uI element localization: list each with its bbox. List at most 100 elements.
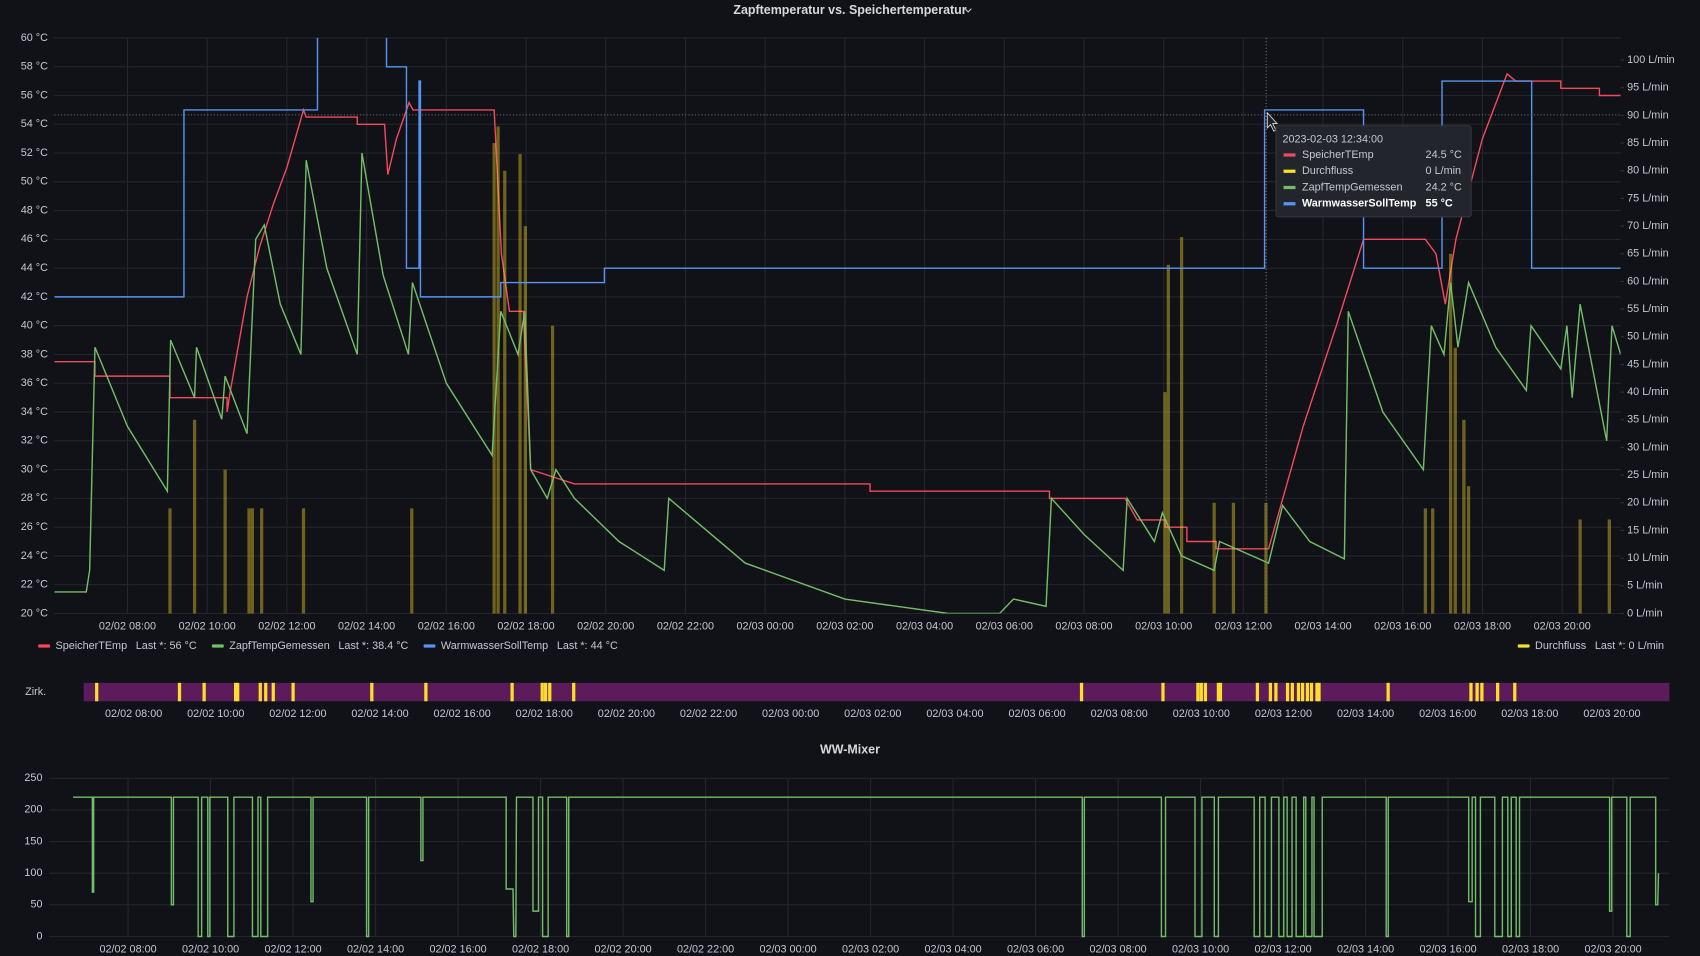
x-tick-label: 02/02 14:00 xyxy=(347,943,404,955)
state-on xyxy=(370,682,374,702)
legend-name: SpeicherTEmp xyxy=(56,640,128,652)
x-tick-label: 02/03 20:00 xyxy=(1534,620,1591,632)
title-chevron[interactable] xyxy=(964,8,972,13)
flow-bar xyxy=(260,508,264,614)
tooltip-box xyxy=(1275,125,1472,218)
y-tick-label: 60 °C xyxy=(21,32,48,44)
x-tick-label: 02/03 16:00 xyxy=(1374,620,1431,632)
x-tick-label: 02/03 16:00 xyxy=(1419,708,1476,720)
x-tick-label: 02/03 00:00 xyxy=(759,943,816,955)
tooltip-name: Durchfluss xyxy=(1302,165,1354,177)
flow-bar xyxy=(1264,502,1268,614)
state-background xyxy=(83,682,1670,702)
state-on xyxy=(271,682,275,702)
flow-bar xyxy=(496,126,500,614)
x-tick-label: 02/02 10:00 xyxy=(182,943,239,955)
x-tick-label: 02/02 20:00 xyxy=(598,708,655,720)
y-tick-label: 22 °C xyxy=(21,579,48,591)
tooltip-value: 24.5 °C xyxy=(1426,149,1462,161)
y-tick-label: 100 xyxy=(24,867,42,879)
flow-bar xyxy=(1179,237,1184,614)
flow-bar xyxy=(1607,519,1611,614)
x-tick-label: 02/03 14:00 xyxy=(1337,708,1394,720)
series-line xyxy=(54,72,1621,550)
legend-last: Last *: 38.4 °C xyxy=(338,640,408,652)
state-on xyxy=(1285,682,1290,702)
flow-bar xyxy=(1466,486,1471,614)
y2-tick-label: 35 L/min xyxy=(1627,414,1669,426)
state-on xyxy=(1513,682,1517,702)
y2-tick-label: 50 L/min xyxy=(1627,331,1669,343)
x-tick-label: 02/02 14:00 xyxy=(338,620,395,632)
legend-swatch xyxy=(423,644,436,648)
state-on xyxy=(264,682,268,702)
y-tick-label: 150 xyxy=(24,835,42,847)
panel-title[interactable]: WW-Mixer xyxy=(820,742,880,756)
state-on xyxy=(540,682,544,702)
x-tick-label: 02/02 08:00 xyxy=(99,943,156,955)
y2-tick-label: 40 L/min xyxy=(1627,386,1669,398)
state-on xyxy=(258,682,262,702)
x-tick-label: 02/03 20:00 xyxy=(1584,943,1641,955)
x-tick-label: 02/03 18:00 xyxy=(1454,620,1511,632)
flow-bar xyxy=(523,226,527,614)
state-on xyxy=(424,682,428,702)
state-on xyxy=(544,682,548,702)
y2-tick-label: 15 L/min xyxy=(1627,524,1669,536)
y-tick-label: 20 °C xyxy=(21,607,48,619)
flow-bar xyxy=(503,170,507,614)
x-tick-label: 02/03 08:00 xyxy=(1089,943,1146,955)
flow-bar xyxy=(410,508,414,614)
x-tick-label: 02/03 08:00 xyxy=(1091,708,1148,720)
x-tick-label: 02/02 18:00 xyxy=(512,943,569,955)
state-on xyxy=(1255,682,1260,702)
state-on xyxy=(1469,682,1473,702)
y-tick-label: 24 °C xyxy=(21,550,48,562)
state-on xyxy=(1475,682,1479,702)
flow-bar xyxy=(250,508,254,614)
flow-bar xyxy=(492,143,496,614)
legend-swatch xyxy=(1517,644,1530,648)
state-on xyxy=(548,682,552,702)
x-tick-label: 02/03 14:00 xyxy=(1294,620,1351,632)
panel-title[interactable]: Zapftemperatur vs. Speichertemperatur xyxy=(733,3,966,17)
state-on xyxy=(233,682,238,702)
y-tick-label: 50 xyxy=(30,899,42,911)
flow-bar xyxy=(247,508,251,614)
flow-bar xyxy=(550,325,555,614)
state-on xyxy=(1480,682,1484,702)
x-tick-label: 02/03 18:00 xyxy=(1501,708,1558,720)
tooltip-swatch xyxy=(1283,202,1296,206)
x-tick-label: 02/03 08:00 xyxy=(1055,620,1112,632)
y-tick-label: 54 °C xyxy=(21,118,48,130)
legend-last: Last *: 44 °C xyxy=(557,640,618,652)
flow-bar xyxy=(1166,264,1170,614)
mouse-cursor xyxy=(1266,111,1279,132)
legend-swatch xyxy=(38,644,51,648)
y2-tick-label: 55 L/min xyxy=(1627,303,1669,315)
state-on xyxy=(1218,682,1223,702)
x-tick-label: 02/02 20:00 xyxy=(577,620,634,632)
flow-bar xyxy=(1448,253,1453,614)
y2-tick-label: 85 L/min xyxy=(1627,137,1669,149)
x-tick-label: 02/03 06:00 xyxy=(976,620,1033,632)
y-tick-label: 58 °C xyxy=(21,61,48,73)
state-on xyxy=(1199,682,1203,702)
x-tick-label: 02/02 12:00 xyxy=(269,708,326,720)
x-tick-label: 02/03 00:00 xyxy=(737,620,794,632)
tooltip-time: 2023-02-03 12:34:00 xyxy=(1282,134,1383,146)
state-on xyxy=(1386,682,1390,702)
series-line xyxy=(54,37,1621,298)
y2-tick-label: 75 L/min xyxy=(1627,192,1669,204)
x-tick-label: 02/03 12:00 xyxy=(1215,620,1272,632)
x-tick-label: 02/03 16:00 xyxy=(1419,943,1476,955)
tooltip-name: WarmwasserSollTemp xyxy=(1302,198,1417,210)
legend-name: Durchfluss xyxy=(1535,640,1587,652)
state-on xyxy=(177,682,182,702)
x-tick-label: 02/02 12:00 xyxy=(264,943,321,955)
y-tick-label: 40 °C xyxy=(21,320,48,332)
x-tick-label: 02/02 10:00 xyxy=(179,620,236,632)
y2-tick-label: 65 L/min xyxy=(1627,248,1669,260)
x-tick-label: 02/03 06:00 xyxy=(1007,943,1064,955)
x-tick-label: 02/02 20:00 xyxy=(594,943,651,955)
